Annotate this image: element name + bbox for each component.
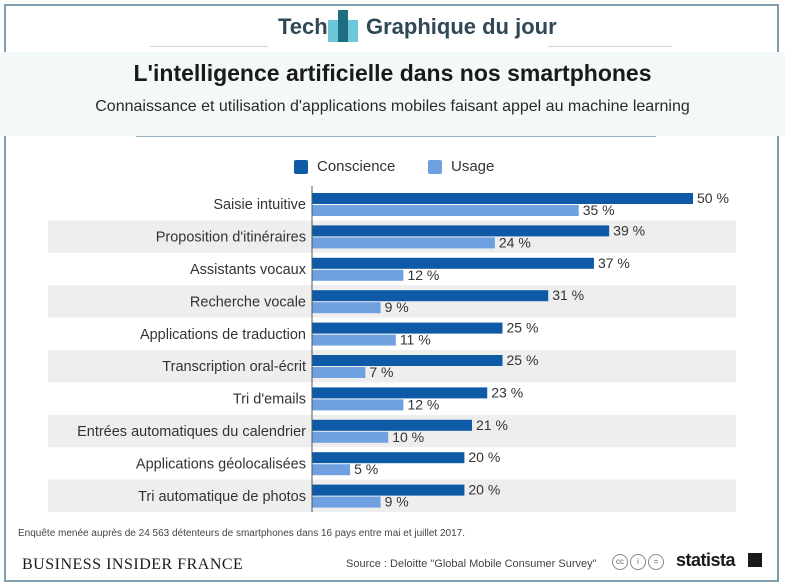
- header-graphique-label: Graphique du jour: [366, 14, 557, 39]
- statista-logo: statista: [676, 550, 736, 570]
- data-label-usage: 24 %: [499, 234, 531, 250]
- category-label: Transcription oral-écrit: [162, 359, 306, 375]
- legend-item-conscience: Conscience: [294, 158, 395, 175]
- bar-conscience: [312, 257, 594, 269]
- bar-usage: [312, 237, 495, 249]
- attribution-icon: i: [630, 554, 646, 570]
- legend-label-usage: Usage: [451, 158, 495, 175]
- data-label-usage: 5 %: [354, 461, 378, 477]
- bar-conscience: [312, 322, 503, 334]
- bar-usage: [312, 334, 396, 346]
- source-text: Source : Deloitte "Global Mobile Consume…: [346, 558, 597, 570]
- bar-usage: [312, 496, 381, 508]
- legend-label-conscience: Conscience: [317, 158, 396, 175]
- category-label: Tri d'emails: [233, 392, 306, 408]
- data-label-conscience: 23 %: [491, 384, 523, 400]
- category-label: Tri automatique de photos: [138, 489, 306, 505]
- graphique-logo-icon: [328, 10, 358, 42]
- header-line-right: [548, 46, 672, 47]
- category-label: Applications de traduction: [140, 327, 306, 343]
- category-label: Applications géolocalisées: [136, 456, 306, 472]
- data-label-usage: 9 %: [385, 494, 409, 510]
- chart-title: L'intelligence artificielle dans nos sma…: [133, 60, 652, 86]
- data-label-conscience: 20 %: [468, 449, 500, 465]
- bar-conscience: [312, 452, 465, 464]
- bar-conscience: [312, 193, 693, 204]
- bar-conscience: [312, 419, 473, 431]
- header-tech-label: Tech: [278, 14, 328, 39]
- bar-usage: [312, 464, 351, 476]
- data-label-conscience: 25 %: [507, 320, 539, 336]
- title-box: L'intelligence artificielle dans nos sma…: [0, 52, 785, 136]
- bar-conscience: [312, 355, 503, 366]
- data-label-conscience: 50 %: [697, 190, 729, 206]
- bar-usage: [312, 269, 404, 281]
- data-label-usage: 7 %: [369, 364, 393, 380]
- legend: Conscience Usage: [0, 158, 785, 178]
- category-label: Proposition d'itinéraires: [156, 230, 306, 246]
- bar-conscience: [312, 225, 610, 237]
- legend-item-usage: Usage: [428, 158, 494, 175]
- bar-conscience: [312, 484, 465, 496]
- bar-conscience: [312, 387, 488, 399]
- data-label-usage: 12 %: [407, 396, 439, 412]
- data-label-conscience: 31 %: [552, 287, 584, 303]
- data-label-usage: 9 %: [385, 299, 409, 315]
- data-label-conscience: 39 %: [613, 222, 645, 238]
- data-label-conscience: 21 %: [476, 417, 508, 433]
- data-label-conscience: 37 %: [598, 255, 630, 271]
- footnote: Enquête menée auprès de 24 563 détenteur…: [18, 528, 465, 539]
- category-label: Assistants vocaux: [190, 262, 307, 278]
- data-label-conscience: 25 %: [507, 352, 539, 368]
- bar-conscience: [312, 290, 549, 302]
- legend-swatch-usage: [428, 159, 442, 174]
- bar-usage: [312, 205, 579, 216]
- bar-usage: [312, 431, 389, 443]
- business-insider-logo: BUSINESS INSIDER FRANCE: [22, 556, 244, 573]
- license-icons: cc i =: [612, 554, 664, 570]
- header-line-left: [150, 46, 268, 47]
- data-label-usage: 10 %: [392, 429, 424, 445]
- category-label: Saisie intuitive: [213, 197, 306, 213]
- data-label-usage: 11 %: [400, 332, 431, 348]
- cc-icon: cc: [612, 554, 628, 570]
- category-label: Recherche vocale: [190, 294, 306, 310]
- data-label-usage: 12 %: [407, 267, 439, 283]
- chart-subtitle: Connaissance et utilisation d'applicatio…: [95, 98, 690, 115]
- data-label-conscience: 20 %: [468, 482, 500, 498]
- bar-usage: [312, 302, 381, 314]
- data-label-usage: 35 %: [583, 202, 615, 218]
- bar-usage: [312, 399, 404, 411]
- statista-logo-icon: [748, 553, 762, 567]
- category-label: Entrées automatiques du calendrier: [77, 424, 306, 440]
- legend-swatch-conscience: [294, 159, 308, 174]
- bar-usage: [312, 367, 366, 378]
- no-derivatives-icon: =: [648, 554, 664, 570]
- title-separator: [136, 136, 656, 137]
- header: Tech Graphique du jour: [0, 8, 785, 48]
